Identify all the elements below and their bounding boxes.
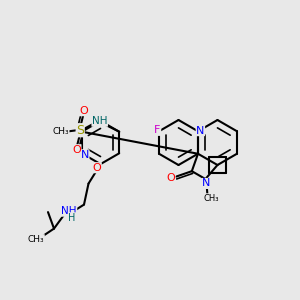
Text: N: N bbox=[81, 150, 89, 160]
Text: CH₃: CH₃ bbox=[204, 194, 219, 203]
Text: O: O bbox=[167, 173, 175, 184]
Text: CH₃: CH₃ bbox=[52, 127, 69, 136]
Text: N: N bbox=[202, 178, 211, 188]
Text: O: O bbox=[80, 106, 88, 116]
Text: N: N bbox=[196, 126, 205, 136]
Text: F: F bbox=[154, 125, 161, 135]
Text: H: H bbox=[68, 213, 76, 223]
Text: CH₃: CH₃ bbox=[28, 235, 44, 244]
Text: O: O bbox=[72, 145, 81, 155]
Text: NH: NH bbox=[92, 116, 107, 126]
Text: NH: NH bbox=[61, 206, 77, 216]
Text: S: S bbox=[76, 124, 84, 137]
Text: O: O bbox=[92, 163, 101, 173]
